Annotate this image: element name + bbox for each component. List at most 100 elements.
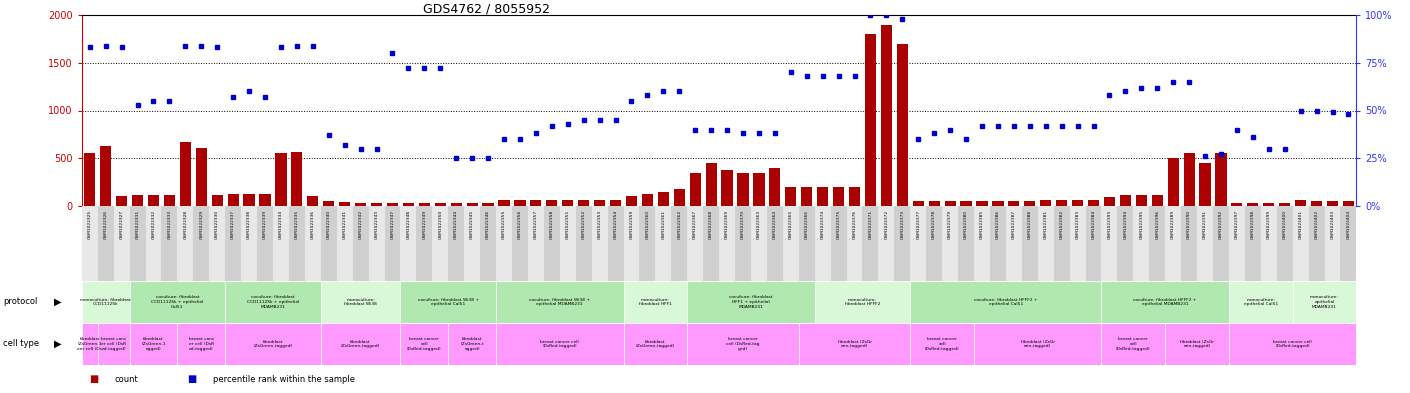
Bar: [687, 206, 704, 281]
Bar: [1277, 206, 1293, 281]
Bar: [496, 206, 512, 281]
Bar: [1248, 203, 1259, 206]
Text: ■: ■: [89, 374, 99, 384]
Text: GSM1022376: GSM1022376: [853, 210, 856, 239]
Text: fibroblast (ZsGr
een-tagged): fibroblast (ZsGr een-tagged): [1021, 340, 1055, 348]
Bar: [945, 201, 956, 206]
Bar: [164, 195, 175, 206]
Bar: [97, 206, 114, 281]
Text: GSM1022393: GSM1022393: [1107, 210, 1111, 239]
Bar: [1053, 206, 1070, 281]
Bar: [912, 201, 924, 206]
Bar: [1152, 195, 1163, 206]
Text: monoculture:
epithelial
MDAMB231: monoculture: epithelial MDAMB231: [1310, 296, 1340, 309]
Bar: [846, 206, 863, 281]
Text: count: count: [114, 375, 138, 384]
Bar: [1120, 195, 1131, 206]
Text: GSM1022403: GSM1022403: [1331, 210, 1334, 239]
Bar: [193, 206, 209, 281]
Text: GSM1022338: GSM1022338: [247, 210, 251, 239]
Bar: [1308, 206, 1324, 281]
Text: GSM1022352: GSM1022352: [582, 210, 585, 239]
Bar: [990, 206, 1005, 281]
Bar: [161, 206, 178, 281]
Bar: [1038, 206, 1053, 281]
Bar: [976, 201, 987, 206]
Text: coculture: fibroblast
CCD1112Sk + epithelial
MDAMB231: coculture: fibroblast CCD1112Sk + epithe…: [247, 296, 299, 309]
Bar: [212, 195, 223, 206]
Text: breast canc
er cell (DsR
ed-tagged): breast canc er cell (DsR ed-tagged): [189, 338, 214, 351]
Text: GSM1022384: GSM1022384: [1091, 210, 1096, 239]
Bar: [227, 194, 238, 206]
Bar: [448, 323, 496, 365]
Bar: [130, 323, 178, 365]
Text: GSM1022333: GSM1022333: [168, 210, 172, 239]
Bar: [1149, 206, 1165, 281]
Bar: [1230, 323, 1356, 365]
Bar: [704, 206, 719, 281]
Bar: [1056, 200, 1067, 206]
Bar: [911, 281, 1101, 323]
Bar: [530, 200, 541, 206]
Text: GSM1022375: GSM1022375: [836, 210, 840, 239]
Text: monoculture:
fibroblast Wi38: monoculture: fibroblast Wi38: [344, 298, 376, 306]
Bar: [145, 206, 161, 281]
Text: monoculture: fibroblast
CCD1112Sk: monoculture: fibroblast CCD1112Sk: [80, 298, 131, 306]
Bar: [657, 192, 668, 206]
Text: fibroblast
(ZsGreen-1
eer cell (Ds: fibroblast (ZsGreen-1 eer cell (Ds: [78, 338, 102, 351]
Bar: [496, 281, 623, 323]
Text: GSM1022334: GSM1022334: [279, 210, 283, 239]
Text: coculture: fibroblast
CCD1112Sk + epithelial
Cal51: coculture: fibroblast CCD1112Sk + epithe…: [151, 296, 203, 309]
Bar: [833, 187, 845, 206]
Bar: [689, 173, 701, 206]
Text: coculture: fibroblast HFFF2 +
epithelial MDAMB231: coculture: fibroblast HFFF2 + epithelial…: [1134, 298, 1197, 306]
Bar: [575, 206, 592, 281]
Text: breast cancer cell
(DsRed-tagged): breast cancer cell (DsRed-tagged): [1273, 340, 1313, 348]
Bar: [1135, 195, 1146, 206]
Text: GSM1022329: GSM1022329: [199, 210, 203, 239]
Text: fibroblast
(ZsGreen-tagged): fibroblast (ZsGreen-tagged): [636, 340, 675, 348]
Bar: [257, 206, 274, 281]
Bar: [544, 206, 560, 281]
Bar: [785, 187, 797, 206]
Bar: [226, 206, 241, 281]
Bar: [1197, 206, 1213, 281]
Text: GSM1022381: GSM1022381: [1043, 210, 1048, 239]
Bar: [830, 206, 846, 281]
Bar: [1101, 206, 1117, 281]
Bar: [578, 200, 589, 206]
Text: breast canc
er cell (DsR
ed-tagged): breast canc er cell (DsR ed-tagged): [102, 338, 127, 351]
Bar: [640, 206, 656, 281]
Bar: [209, 206, 226, 281]
Bar: [560, 206, 575, 281]
Bar: [894, 206, 911, 281]
Bar: [546, 200, 557, 206]
Text: fibroblast (ZsGr
een-tagged): fibroblast (ZsGr een-tagged): [1180, 340, 1214, 348]
Text: GSM1022339: GSM1022339: [264, 210, 266, 239]
Bar: [1231, 203, 1242, 206]
Bar: [352, 206, 368, 281]
Text: GSM1022402: GSM1022402: [1314, 210, 1318, 239]
Bar: [512, 206, 527, 281]
Bar: [1342, 201, 1354, 206]
Bar: [816, 187, 828, 206]
Bar: [737, 173, 749, 206]
Text: GSM1022387: GSM1022387: [1012, 210, 1015, 239]
Bar: [527, 206, 544, 281]
Bar: [82, 323, 97, 365]
Bar: [1293, 281, 1356, 323]
Text: GDS4762 / 8055952: GDS4762 / 8055952: [423, 3, 550, 16]
Bar: [403, 203, 415, 206]
Text: fibroblast
(ZsGreen-1
agged): fibroblast (ZsGreen-1 agged): [141, 338, 166, 351]
Bar: [959, 206, 974, 281]
Bar: [1117, 206, 1134, 281]
Text: GSM1022386: GSM1022386: [995, 210, 1000, 239]
Bar: [687, 281, 815, 323]
Bar: [626, 196, 637, 206]
Text: breast cancer
cell
(DsRed-tagged): breast cancer cell (DsRed-tagged): [407, 338, 441, 351]
Bar: [1230, 206, 1245, 281]
Bar: [467, 203, 478, 206]
Bar: [1041, 200, 1052, 206]
Bar: [735, 206, 752, 281]
Bar: [338, 202, 350, 206]
